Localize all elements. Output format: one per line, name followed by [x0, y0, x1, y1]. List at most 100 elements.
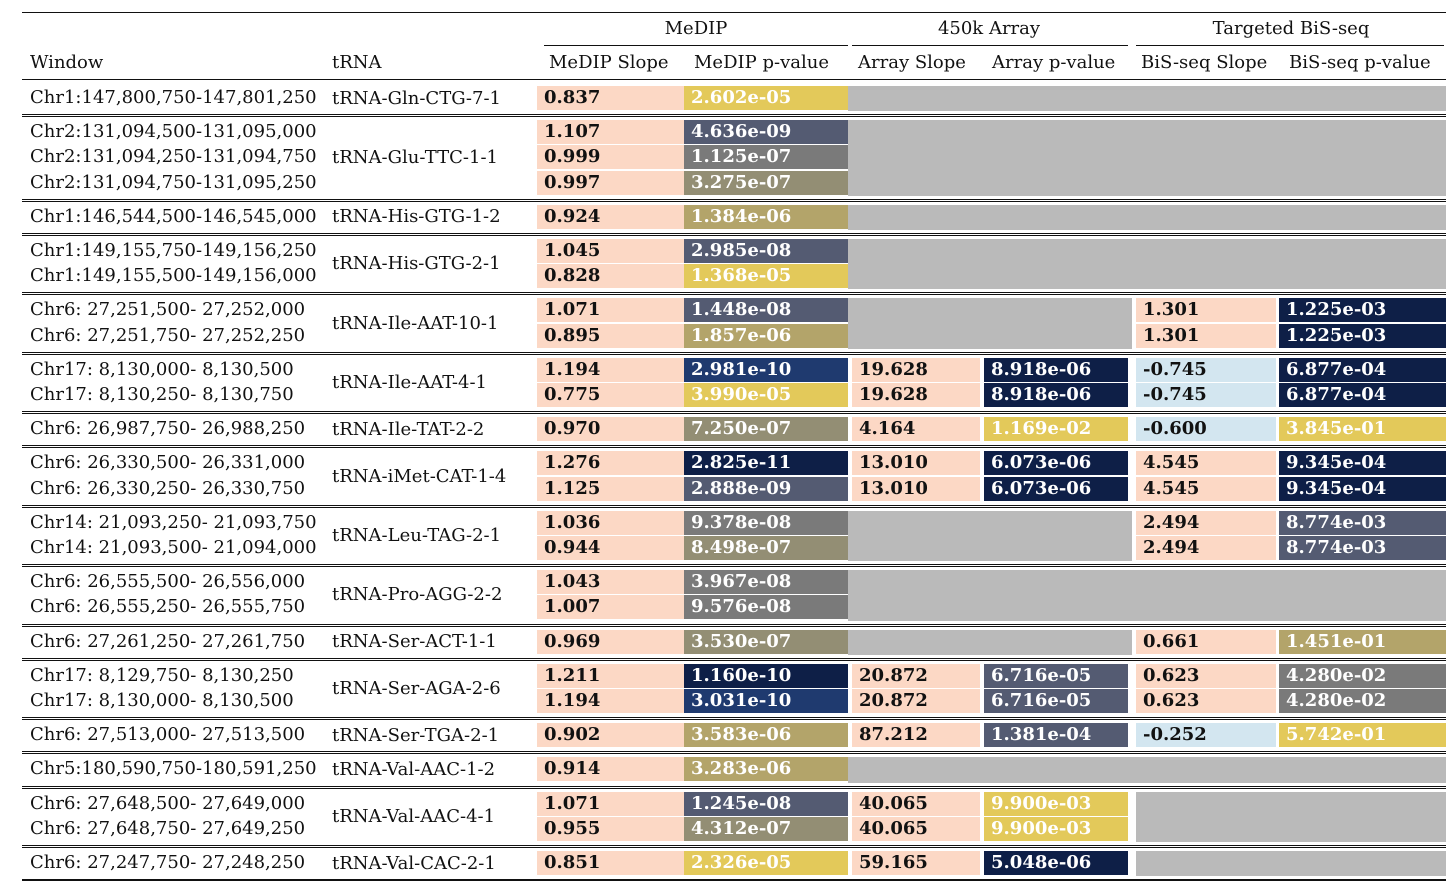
- trna-name: tRNA-Val-AAC-1-2: [332, 759, 496, 780]
- missing-array: [848, 298, 1132, 349]
- window-coordinates: Chr17: 8,129,750- 8,130,250: [30, 664, 294, 686]
- medip-pvalue-cell: 1.160e-10: [684, 663, 848, 688]
- array-pvalue-cell: 8.918e-06: [984, 357, 1128, 382]
- medip-slope-cell: 1.125: [537, 476, 684, 501]
- medip-pvalue-cell: 2.602e-05: [684, 86, 848, 110]
- missing-array-bisseq: [848, 120, 1446, 196]
- bisseq-slope-cell: 4.545: [1136, 476, 1276, 501]
- array-pvalue-cell: 8.918e-06: [984, 383, 1128, 407]
- group-separator: [22, 566, 1446, 568]
- group-separator: [22, 847, 1446, 848]
- missing-array: [848, 510, 1132, 562]
- window-coordinates: Chr17: 8,130,250- 8,130,750: [30, 384, 294, 405]
- array-slope-cell: 13.010: [852, 451, 980, 476]
- group-separator: [22, 292, 1446, 294]
- medip-pvalue-cell: 4.636e-09: [684, 120, 848, 145]
- group-separator: [22, 447, 1446, 449]
- bisseq-pvalue-cell: 8.774e-03: [1279, 510, 1446, 535]
- medip-pvalue-cell: 3.583e-06: [684, 723, 848, 748]
- missing-bisseq: [1136, 851, 1446, 877]
- window-coordinates: Chr2:131,094,500-131,095,000: [30, 121, 317, 143]
- medip-pvalue-cell: 3.283e-06: [684, 757, 848, 782]
- bisseq-pvalue-cell: 4.280e-02: [1279, 689, 1446, 713]
- bisseq-pvalue-cell: 6.877e-04: [1279, 383, 1446, 407]
- trna-name: tRNA-Gln-CTG-7-1: [332, 87, 501, 109]
- medip-slope-cell: 0.955: [537, 816, 684, 841]
- medip-cmidrule: [544, 45, 848, 46]
- bisseq-slope-cell: -0.745: [1136, 357, 1276, 382]
- array-cmidrule: [852, 45, 1128, 46]
- trna-name: tRNA-Glu-TTC-1-1: [332, 147, 498, 168]
- medip-slope-cell: 1.194: [537, 357, 684, 382]
- medip-slope-cell: 1.107: [537, 120, 684, 145]
- window-coordinates: Chr6: 27,251,750- 27,252,250: [30, 324, 306, 346]
- medip-pvalue-cell: 1.448e-08: [684, 298, 848, 323]
- window-coordinates: Chr6: 26,330,250- 26,330,750: [30, 477, 306, 499]
- array-slope-cell: 87.212: [852, 723, 980, 748]
- medip-slope-cell: 0.999: [537, 145, 684, 170]
- medip-pvalue-cell: 3.967e-08: [684, 570, 848, 595]
- medip-pvalue-cell: 1.857e-06: [684, 323, 848, 348]
- medip-pvalue-cell: 3.275e-07: [684, 170, 848, 195]
- group-separator: [22, 445, 1446, 447]
- window-coordinates: Chr1:147,800,750-147,801,250: [30, 87, 317, 108]
- group-separator: [22, 625, 1446, 627]
- bisseq-slope-cell: 1.301: [1136, 323, 1276, 348]
- group-header-bisseq: Targeted BiS-seq: [1212, 18, 1370, 39]
- window-coordinates: Chr6: 27,247,750- 27,248,250: [30, 852, 306, 873]
- medip-slope-cell: 0.828: [537, 264, 684, 289]
- array-pvalue-cell: 9.900e-03: [984, 791, 1128, 816]
- window-coordinates: Chr14: 21,093,250- 21,093,750: [30, 511, 317, 533]
- bottom-rule: [22, 879, 1446, 882]
- group-separator: [22, 351, 1446, 353]
- trna-name: tRNA-Val-CAC-2-1: [332, 852, 496, 874]
- group-separator: [22, 294, 1446, 296]
- medip-pvalue-cell: 2.985e-08: [684, 239, 848, 263]
- group-separator: [22, 413, 1446, 415]
- medip-slope-cell: 0.914: [537, 757, 684, 782]
- bisseq-pvalue-cell: 8.774e-03: [1279, 536, 1446, 560]
- array-slope-cell: 20.872: [852, 689, 980, 713]
- array-pvalue-cell: 6.716e-05: [984, 663, 1128, 688]
- window-coordinates: Chr1:149,155,500-149,156,000: [30, 265, 317, 287]
- missing-array-bisseq: [848, 204, 1446, 230]
- medip-pvalue-cell: 9.576e-08: [684, 595, 848, 620]
- trna-name: tRNA-Ile-AAT-4-1: [332, 372, 487, 393]
- col-header-window: Window: [30, 52, 104, 73]
- medip-slope-cell: 0.969: [537, 629, 684, 654]
- bisseq-cmidrule: [1136, 45, 1444, 46]
- medip-pvalue-cell: 7.250e-07: [684, 417, 848, 442]
- medip-pvalue-cell: 1.368e-05: [684, 264, 848, 289]
- bisseq-pvalue-cell: 9.345e-04: [1279, 476, 1446, 501]
- medip-pvalue-cell: 4.312e-07: [684, 816, 848, 841]
- bisseq-slope-cell: 0.661: [1136, 629, 1276, 654]
- medip-pvalue-cell: 8.498e-07: [684, 536, 848, 560]
- group-separator: [22, 717, 1446, 719]
- medip-slope-cell: 1.276: [537, 451, 684, 476]
- bisseq-slope-cell: -0.745: [1136, 383, 1276, 407]
- bisseq-slope-cell: 4.545: [1136, 451, 1276, 476]
- window-coordinates: Chr6: 26,330,500- 26,331,000: [30, 452, 306, 474]
- bisseq-pvalue-cell: 1.225e-03: [1279, 323, 1446, 348]
- bisseq-slope-cell: 0.623: [1136, 689, 1276, 713]
- group-separator: [22, 114, 1446, 116]
- array-pvalue-cell: 5.048e-06: [984, 851, 1128, 875]
- array-pvalue-cell: 1.169e-02: [984, 417, 1128, 442]
- bisseq-pvalue-cell: 4.280e-02: [1279, 663, 1446, 688]
- array-slope-cell: 13.010: [852, 476, 980, 501]
- window-coordinates: Chr6: 27,261,250- 27,261,750: [30, 630, 306, 652]
- group-separator: [22, 787, 1446, 789]
- col-header-bis-slope: BiS-seq Slope: [1141, 52, 1268, 73]
- missing-array-bisseq: [848, 239, 1446, 290]
- medip-slope-cell: 1.194: [537, 689, 684, 713]
- array-slope-cell: 4.164: [852, 417, 980, 442]
- window-coordinates: Chr6: 27,648,500- 27,649,000: [30, 792, 306, 814]
- group-separator: [22, 753, 1446, 755]
- trna-name: tRNA-iMet-CAT-1-4: [332, 465, 507, 487]
- group-separator: [22, 200, 1446, 202]
- group-separator: [22, 504, 1446, 506]
- medip-slope-cell: 0.851: [537, 851, 684, 875]
- col-header-array-p: Array p-value: [992, 52, 1116, 73]
- col-header-bis-p: BiS-seq p-value: [1289, 52, 1431, 73]
- medip-pvalue-cell: 1.245e-08: [684, 791, 848, 816]
